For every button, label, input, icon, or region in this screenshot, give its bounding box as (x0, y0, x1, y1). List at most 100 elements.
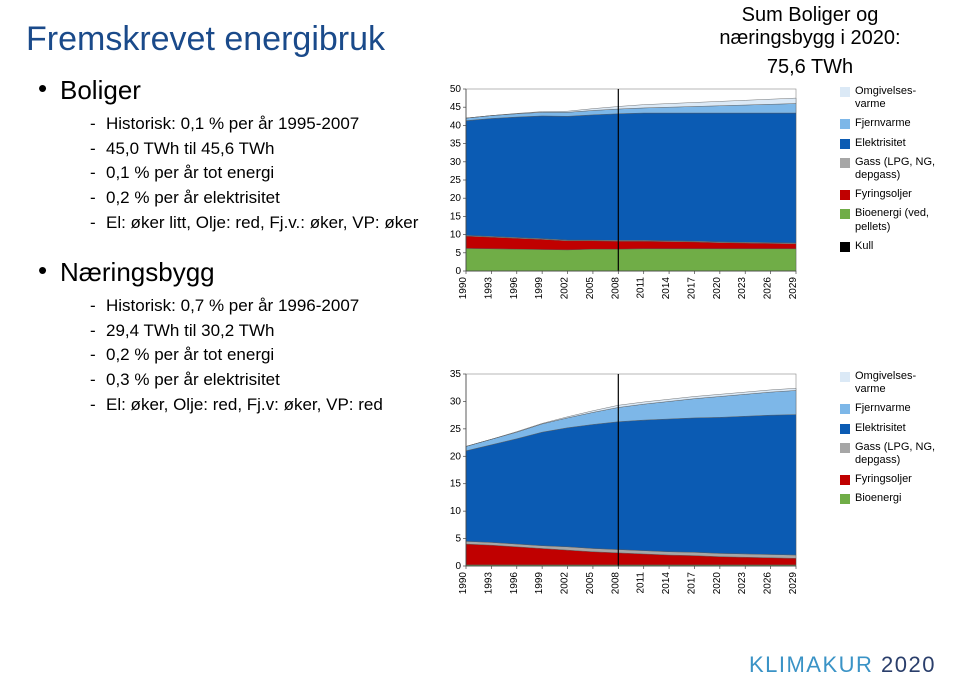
y-tick-label: 45 (450, 102, 462, 113)
footer-a: KLIMAKUR (749, 652, 881, 677)
list-item: 0,1 % per år tot energi (90, 161, 440, 186)
legend-item: Kull (840, 240, 955, 253)
naering-list: Historisk: 0,7 % per år 1996-2007 29,4 T… (60, 294, 440, 417)
y-tick-label: 5 (455, 534, 461, 545)
list-item: El: øker litt, Olje: red, Fj.v.: øker, V… (90, 211, 440, 236)
legend-label: Elektrisitet (855, 422, 906, 435)
y-tick-label: 25 (450, 424, 462, 435)
x-tick-label: 1993 (483, 277, 494, 300)
x-tick-label: 2020 (712, 277, 723, 300)
legend-label: Fyringsoljer (855, 188, 912, 201)
y-tick-label: 30 (450, 396, 462, 407)
list-item: El: øker, Olje: red, Fj.v: øker, VP: red (90, 393, 440, 418)
list-item: Historisk: 0,1 % per år 1995-2007 (90, 112, 440, 137)
list-item: 0,2 % per år tot energi (90, 343, 440, 368)
x-tick-label: 2005 (585, 572, 596, 595)
legend-label: Omgivelses-varme (855, 85, 916, 111)
legend-swatch (840, 404, 850, 414)
list-item: 29,4 TWh til 30,2 TWh (90, 319, 440, 344)
x-tick-label: 2026 (763, 572, 774, 595)
x-tick-label: 2011 (636, 572, 647, 594)
legend-label: Gass (LPG, NG,depgass) (855, 441, 935, 467)
legend-label: Fjernvarme (855, 117, 911, 130)
y-tick-label: 10 (450, 230, 462, 241)
y-tick-label: 20 (450, 451, 462, 462)
y-tick-label: 15 (450, 211, 462, 222)
summary-line1: Sum Boliger og (742, 4, 879, 26)
y-tick-label: 0 (455, 266, 461, 277)
legend-item: Gass (LPG, NG,depgass) (840, 156, 955, 182)
legend-item: Fyringsoljer (840, 473, 955, 486)
summary-box: Sum Boliger og næringsbygg i 2020: 75,6 … (700, 4, 920, 79)
x-tick-label: 2023 (737, 572, 748, 595)
y-tick-label: 35 (450, 139, 462, 150)
y-tick-label: 35 (450, 370, 462, 380)
y-tick-label: 15 (450, 479, 462, 490)
legend-item: Elektrisitet (840, 137, 955, 150)
legend-item: Fjernvarme (840, 402, 955, 415)
area-Elektrisitet (466, 113, 796, 243)
bullets-region: Boliger Historisk: 0,1 % per år 1995-200… (60, 75, 440, 439)
x-tick-label: 2002 (560, 572, 571, 595)
y-tick-label: 10 (450, 506, 462, 517)
legend-label: Elektrisitet (855, 137, 906, 150)
x-tick-label: 2008 (610, 572, 621, 595)
x-tick-label: 1996 (509, 277, 520, 300)
legend-label: Fyringsoljer (855, 473, 912, 486)
y-tick-label: 20 (450, 193, 462, 204)
x-tick-label: 1990 (458, 572, 469, 595)
legend-swatch (840, 139, 850, 149)
legend-item: Bioenergi (ved,pellets) (840, 207, 955, 233)
y-tick-label: 40 (450, 120, 462, 131)
area-Bioenergi (ved, pellets) (466, 248, 796, 271)
footer-b: 2020 (881, 652, 936, 677)
legend-boliger: Omgivelses-varme Fjernvarme Elektrisitet… (840, 85, 955, 259)
page-title: Fremskrevet energibruk (26, 20, 385, 59)
summary-line2: næringsbygg i 2020: (719, 27, 900, 49)
legend-item: Omgivelses-varme (840, 85, 955, 111)
x-tick-label: 1999 (534, 572, 545, 595)
summary-value: 75,6 TWh (700, 56, 920, 79)
legend-swatch (840, 87, 850, 97)
y-tick-label: 30 (450, 157, 462, 168)
y-tick-label: 0 (455, 561, 461, 572)
legend-item: Gass (LPG, NG,depgass) (840, 441, 955, 467)
x-tick-label: 2020 (712, 572, 723, 595)
legend-label: Bioenergi (855, 492, 901, 505)
legend-label: Omgivelses-varme (855, 370, 916, 396)
x-tick-label: 2014 (661, 572, 672, 595)
legend-swatch (840, 190, 850, 200)
legend-swatch (840, 158, 850, 168)
legend-item: Fjernvarme (840, 117, 955, 130)
footer-brand: KLIMAKUR 2020 (749, 652, 936, 678)
list-item: 0,3 % per år elektrisitet (90, 368, 440, 393)
x-tick-label: 2029 (788, 572, 799, 595)
x-tick-label: 1990 (458, 277, 469, 300)
x-tick-label: 2026 (763, 277, 774, 300)
x-tick-label: 2017 (686, 277, 697, 300)
y-tick-label: 50 (450, 85, 462, 95)
legend-item: Fyringsoljer (840, 188, 955, 201)
legend-swatch (840, 443, 850, 453)
stacked-area-chart: 0510152025303519901993199619992002200520… (440, 370, 800, 600)
y-tick-label: 25 (450, 175, 462, 186)
stacked-area-chart: 0510152025303540455019901993199619992002… (440, 85, 800, 305)
chart-naering: 0510152025303519901993199619992002200520… (440, 370, 830, 605)
legend-label: Gass (LPG, NG,depgass) (855, 156, 935, 182)
list-item: 45,0 TWh til 45,6 TWh (90, 137, 440, 162)
legend-swatch (840, 494, 850, 504)
legend-swatch (840, 242, 850, 252)
x-tick-label: 1999 (534, 277, 545, 300)
legend-swatch (840, 475, 850, 485)
legend-label: Fjernvarme (855, 402, 911, 415)
legend-item: Omgivelses-varme (840, 370, 955, 396)
legend-item: Elektrisitet (840, 422, 955, 435)
section-heading-boliger: Boliger (60, 75, 440, 106)
legend-swatch (840, 424, 850, 434)
x-tick-label: 2008 (610, 277, 621, 300)
x-tick-label: 2005 (585, 277, 596, 300)
x-tick-label: 2011 (636, 277, 647, 299)
x-tick-label: 1996 (509, 572, 520, 595)
chart-boliger: 0510152025303540455019901993199619992002… (440, 85, 830, 310)
legend-label: Bioenergi (ved,pellets) (855, 207, 929, 233)
